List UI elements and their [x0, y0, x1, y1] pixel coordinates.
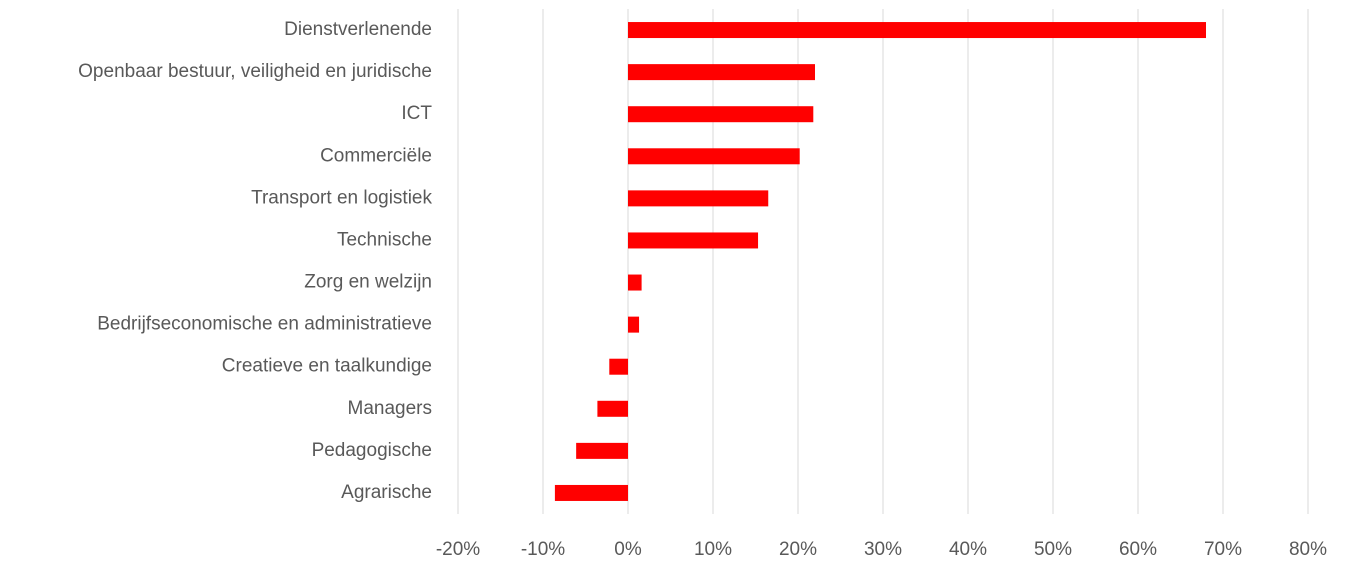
x-tick-label: -10%	[521, 539, 565, 560]
x-tick-label: 10%	[694, 539, 732, 560]
bar	[628, 274, 642, 291]
y-tick-label: Managers	[348, 398, 433, 419]
bar	[628, 316, 640, 333]
bar	[576, 442, 628, 459]
y-tick-label: Pedagogische	[312, 440, 432, 461]
y-tick-label: Agrarische	[341, 482, 432, 503]
y-tick-label: Creatieve en taalkundige	[222, 356, 432, 377]
x-tick-label: 50%	[1034, 539, 1072, 560]
bar	[597, 400, 628, 417]
bar	[609, 358, 628, 375]
y-tick-label: Technische	[337, 229, 432, 250]
y-tick-label: Bedrijfseconomische en administratieve	[97, 314, 432, 335]
x-tick-label: 40%	[949, 539, 987, 560]
bar	[628, 148, 800, 165]
x-tick-label: 70%	[1204, 539, 1242, 560]
bar	[628, 232, 759, 249]
bar	[628, 22, 1206, 39]
x-tick-label: -20%	[436, 539, 480, 560]
x-tick-label: 20%	[779, 539, 817, 560]
y-tick-label: Dienstverlenende	[284, 19, 432, 40]
y-tick-label: Zorg en welzijn	[304, 272, 432, 293]
x-tick-label: 30%	[864, 539, 902, 560]
x-tick-label: 60%	[1119, 539, 1157, 560]
y-tick-label: Transport en logistiek	[251, 187, 432, 208]
x-tick-label: 0%	[614, 539, 642, 560]
bar	[628, 190, 769, 207]
bar	[554, 484, 628, 501]
bar	[628, 64, 815, 81]
bar	[628, 106, 814, 123]
y-tick-label: Openbaar bestuur, veiligheid en juridisc…	[78, 61, 432, 82]
y-tick-label: ICT	[401, 103, 432, 124]
y-tick-label: Commerciële	[320, 145, 432, 166]
x-tick-label: 80%	[1289, 539, 1327, 560]
